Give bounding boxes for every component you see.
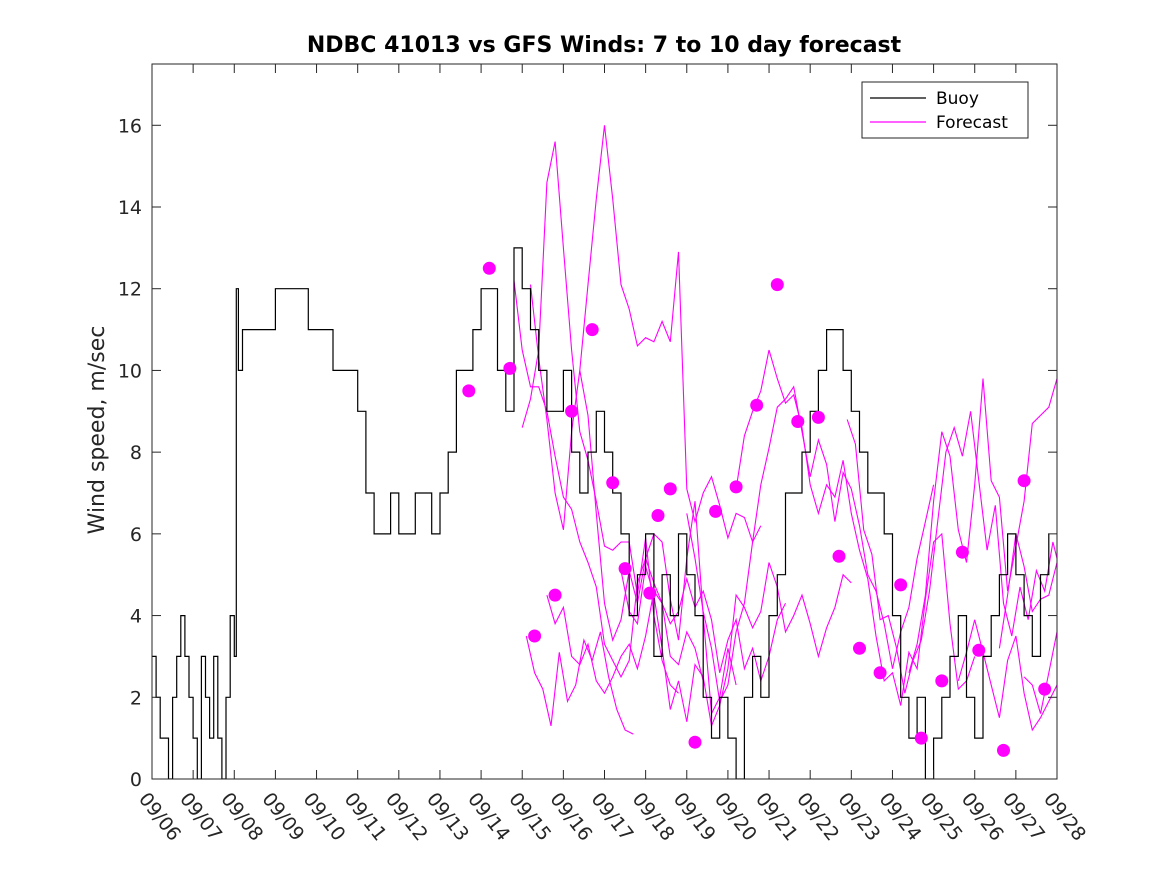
- legend-box: [861, 81, 1029, 139]
- legend-label-forecast: Forecast: [936, 113, 1008, 133]
- forecast-marker: [729, 480, 743, 494]
- forecast-marker: [894, 578, 908, 592]
- forecast-marker: [997, 743, 1010, 757]
- forecast-marker: [811, 410, 825, 424]
- forecast-marker: [585, 323, 599, 337]
- forecast-marker: [618, 562, 632, 576]
- forecast-marker: [565, 404, 579, 418]
- legend-label-buoy: Buoy: [936, 89, 979, 109]
- forecast-marker: [935, 674, 949, 688]
- forecast-line-10: [846, 411, 1057, 694]
- forecast-marker: [972, 643, 986, 657]
- forecast-marker: [770, 278, 784, 292]
- forecast-marker: [663, 482, 677, 496]
- forecast-line-14: [1023, 631, 1057, 714]
- forecast-line-1: [521, 141, 679, 694]
- forecast-marker: [548, 588, 562, 602]
- y-tick-label: 2: [130, 687, 142, 709]
- forecast-marker: [651, 509, 665, 522]
- forecast-marker: [688, 735, 702, 749]
- forecast-marker: [709, 504, 723, 518]
- buoy-line: [152, 247, 1050, 779]
- forecast-marker: [528, 629, 542, 643]
- forecast-marker: [873, 666, 887, 680]
- legend: Buoy Forecast: [861, 81, 1029, 139]
- forecast-marker: [853, 641, 866, 655]
- forecast-line-4: [513, 280, 704, 682]
- y-tick-label: 4: [130, 606, 142, 628]
- forecast-line-2: [579, 125, 762, 544]
- forecast-line-11: [908, 378, 1057, 673]
- y-tick-label: 8: [130, 442, 142, 464]
- y-tick-label: 0: [130, 769, 142, 791]
- y-tick-label: 12: [118, 279, 142, 301]
- plot-area: [152, 125, 1057, 779]
- forecast-marker: [791, 415, 805, 428]
- forecast-marker: [643, 586, 657, 600]
- forecast-line-12: [957, 619, 1057, 732]
- forecast-line-6: [546, 576, 786, 695]
- forecast-marker: [606, 476, 620, 490]
- forecast-line-7: [620, 562, 852, 728]
- y-axis-label: Wind speed, m/sec: [85, 326, 110, 535]
- series-group: [152, 125, 1057, 779]
- forecast-line-8: [686, 385, 935, 704]
- forecast-line-5: [525, 631, 634, 735]
- forecast-marker: [955, 545, 969, 559]
- chart-title: NDBC 41013 vs GFS Winds: 7 to 10 day for…: [307, 33, 902, 58]
- y-tick-label: 10: [118, 360, 142, 382]
- forecast-marker: [914, 731, 928, 745]
- y-tick-label: 6: [130, 524, 142, 546]
- forecast-marker: [832, 549, 846, 563]
- forecast-line-3: [529, 284, 737, 716]
- forecast-marker: [750, 398, 764, 412]
- forecast-marker: [1038, 682, 1052, 696]
- y-tick-label: 14: [118, 197, 142, 219]
- forecast-marker: [503, 361, 517, 375]
- forecast-marker: [482, 261, 496, 275]
- forecast-marker: [462, 384, 476, 398]
- forecast-marker: [1017, 474, 1031, 488]
- forecast-line-13: [998, 533, 1057, 649]
- y-tick-label: 16: [118, 115, 142, 137]
